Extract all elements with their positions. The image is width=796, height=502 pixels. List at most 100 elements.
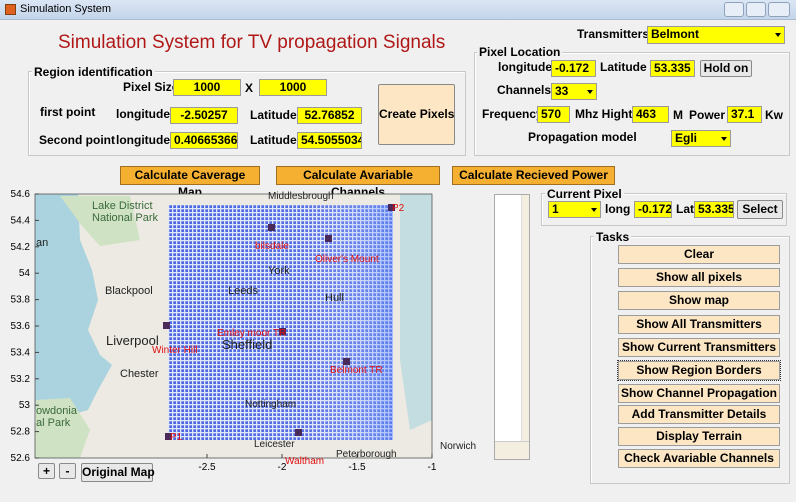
place-label: Lake District (92, 200, 153, 212)
transmitters-dropdown[interactable]: Belmont (647, 26, 785, 44)
transmitter-label: Oliver's Mount (315, 254, 379, 265)
create-pixels-button[interactable]: Create Pixels (378, 84, 455, 145)
close-button[interactable] (768, 2, 790, 17)
y-tick-label: 53.6 (11, 321, 31, 332)
zoom-in-button[interactable]: + (38, 463, 55, 479)
current-pixel-panel (541, 193, 787, 226)
label: Channels (497, 83, 552, 97)
label: Kw (765, 108, 783, 122)
label: Lat (676, 202, 694, 216)
action-button[interactable]: Calculate Avariable Channels (276, 166, 440, 199)
second-latitude-field[interactable]: 54.5055034 (297, 132, 362, 149)
map-park (35, 398, 90, 458)
action-button[interactable]: Calculate Recieved Power (452, 166, 615, 185)
task-button[interactable]: Show Current Transmitters (618, 338, 780, 357)
task-button[interactable]: Show Region Borders (617, 360, 781, 381)
x-tick-label: -1 (428, 462, 437, 473)
y-tick-label: 52.8 (11, 427, 31, 438)
pixel-index-dropdown[interactable]: 1 (548, 201, 601, 218)
place-label: Leicester (254, 439, 295, 450)
first-latitude-field[interactable]: 52.76852 (297, 107, 362, 124)
longitude-field[interactable]: -0.172 (634, 201, 672, 218)
y-tick-label: 54.4 (11, 215, 31, 226)
panel-title: Current Pixel (545, 187, 624, 201)
action-button[interactable]: Calculate Caverage Map (120, 166, 260, 199)
y-tick-label: 54.6 (11, 189, 31, 200)
task-button[interactable]: Show map (618, 291, 780, 310)
app-icon (5, 4, 16, 15)
latitude-field[interactable]: 53.335 (694, 201, 734, 218)
transmitter-marker (279, 328, 286, 335)
label: Second point (39, 133, 115, 147)
original-map-button[interactable]: Original Map (81, 463, 155, 482)
task-button[interactable]: Add Transmitter Details (618, 405, 780, 424)
y-tick-label: 53 (19, 400, 31, 411)
title-bar: Simulation System (0, 0, 796, 20)
place-label: owdonia (36, 405, 78, 417)
transmitters-label: Transmitters (577, 27, 650, 41)
task-button[interactable]: Show All Transmitters (618, 315, 780, 334)
place-label: Hull (325, 292, 344, 304)
transmitter-marker (165, 433, 172, 440)
transmitter-marker (163, 322, 170, 329)
place-label: Blackpool (105, 285, 153, 297)
pixel-size-x-field[interactable]: 1000 (173, 79, 241, 96)
place-label: Sheffield (222, 337, 272, 352)
transmitter-marker (268, 224, 275, 231)
transmitter-label: Winter Hill (152, 345, 198, 356)
latitude-field[interactable]: 53.335 (650, 60, 695, 77)
height-field[interactable]: 463 (632, 106, 669, 123)
map-view: 52.6 52.8 53 53.2 53.4 53.6 53.8 54 54.2 54.4 54.6… (11, 189, 477, 473)
y-tick-label: 54.2 (11, 242, 31, 253)
x-tick-label: -2 (278, 462, 287, 473)
frequency-field[interactable]: 570 (537, 106, 570, 123)
second-longitude-field[interactable]: 0.40665366 (170, 132, 238, 149)
label: long (605, 202, 631, 216)
maximize-button[interactable] (746, 2, 766, 17)
power-field[interactable]: 37.1 (727, 106, 762, 123)
label: Frequency (482, 107, 543, 121)
x-tick-label: -2.5 (198, 462, 216, 473)
label: X (245, 81, 254, 95)
scrollbar[interactable] (521, 195, 529, 459)
place-label: Liverpool (106, 333, 159, 348)
list-footer (495, 441, 529, 459)
transmitter-marker (388, 204, 395, 211)
model-dropdown[interactable]: Egli (671, 130, 731, 147)
transmitter-marker (343, 358, 350, 365)
task-button[interactable]: Show all pixels (618, 268, 780, 287)
select-button[interactable]: Select (737, 200, 783, 219)
place-label: York (268, 265, 290, 277)
task-button[interactable]: Clear (618, 245, 780, 264)
label: Latitude (250, 108, 297, 122)
x-tick-label: -1.5 (348, 462, 366, 473)
transmitter-label: P1 (170, 432, 183, 443)
label: first point (40, 105, 96, 119)
transmitter-label: Waltham (285, 456, 324, 467)
first-longitude-field[interactable]: -2.50257 (170, 107, 238, 124)
transmitter-label: P2 (392, 203, 405, 214)
transmitter-label: Emley moor TR (217, 328, 286, 339)
label: Power (689, 108, 726, 122)
y-tick-label: 53.8 (11, 295, 31, 306)
place-label: National Park (92, 212, 159, 224)
zoom-out-button[interactable]: - (59, 463, 76, 479)
longitude-field[interactable]: -0.172 (551, 60, 596, 77)
pixel-size-y-field[interactable]: 1000 (259, 79, 327, 96)
label: longitude (116, 107, 170, 121)
transmitter-label: bilsdale (255, 241, 289, 252)
minimize-button[interactable] (724, 2, 744, 17)
task-button[interactable]: Display Terrain (618, 427, 780, 446)
task-button[interactable]: Show Channel Propagation (618, 384, 780, 403)
place-label: Nottingham (245, 399, 296, 410)
transmitter-marker (295, 429, 302, 436)
hold-on-button[interactable]: Hold on (700, 60, 752, 77)
place-label: Chester (120, 368, 159, 380)
side-list[interactable] (494, 194, 530, 460)
task-button[interactable]: Check Avariable Channels (618, 449, 780, 468)
place-label: Norwich (440, 441, 476, 452)
place-label: Peterborough (336, 449, 397, 460)
map-sea (35, 240, 70, 275)
channel-dropdown[interactable]: 33 (551, 83, 597, 100)
